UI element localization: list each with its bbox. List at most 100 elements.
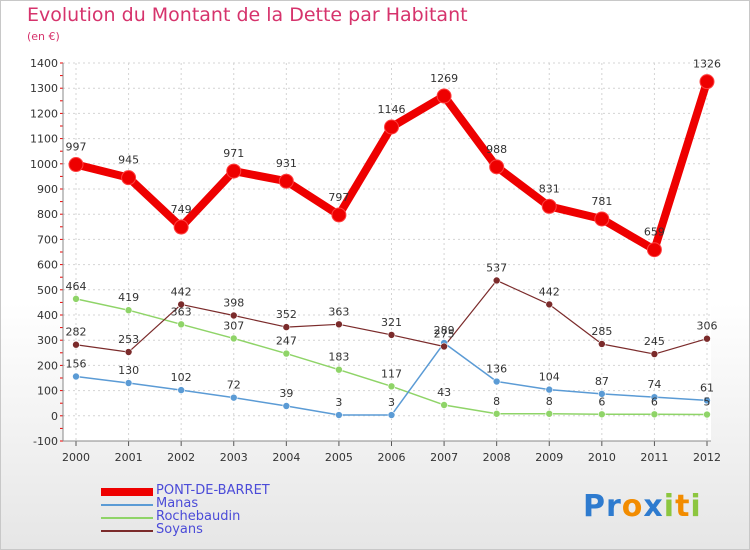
- data-point: [229, 393, 238, 402]
- chart-subtitle: (en €): [27, 30, 60, 43]
- data-point: [124, 348, 133, 356]
- data-label: 1326: [693, 58, 721, 71]
- logo-letter: i: [663, 489, 676, 524]
- logo-letter: P: [583, 489, 606, 524]
- data-point: [650, 410, 659, 419]
- data-point: [699, 74, 715, 90]
- data-label: 130: [118, 364, 139, 377]
- logo-letter: i: [690, 489, 702, 524]
- logo-letter: r: [606, 489, 622, 524]
- data-point: [492, 276, 501, 285]
- data-label: 321: [381, 316, 402, 329]
- x-tick-label: 2003: [220, 451, 248, 464]
- data-point: [282, 402, 291, 410]
- legend-item-soyans: Soyans: [101, 522, 361, 537]
- data-point: [387, 331, 396, 339]
- legend-swatch-pont-de-barret: [101, 488, 153, 496]
- data-point: [489, 159, 505, 175]
- data-label: 253: [118, 333, 139, 346]
- x-tick-label: 2012: [693, 451, 721, 464]
- data-label: 3: [335, 396, 342, 409]
- data-label: 363: [328, 305, 349, 318]
- y-tick-label: 1400: [30, 57, 58, 70]
- data-point: [598, 410, 606, 419]
- data-label: 781: [591, 195, 612, 208]
- data-point: [72, 340, 80, 349]
- y-tick-label: 0: [51, 410, 58, 423]
- data-label: 245: [644, 335, 665, 348]
- x-tick-label: 2004: [272, 451, 300, 464]
- data-point: [335, 365, 343, 374]
- data-label: 1146: [378, 103, 406, 116]
- legend-label: Manas: [156, 496, 199, 511]
- data-label: 102: [171, 371, 192, 384]
- y-tick-label: 1300: [30, 82, 58, 95]
- data-label: 306: [697, 320, 718, 333]
- data-point: [282, 349, 291, 358]
- data-label: 537: [486, 261, 507, 274]
- y-tick-label: 100: [37, 385, 58, 398]
- data-point: [440, 401, 448, 409]
- data-label: 797: [328, 191, 349, 204]
- data-label: 6: [598, 395, 605, 408]
- data-label: 87: [595, 375, 609, 388]
- data-point: [68, 157, 84, 173]
- data-label: 419: [118, 291, 139, 304]
- data-label: 8: [493, 395, 500, 408]
- data-point: [545, 300, 554, 309]
- data-point: [124, 379, 133, 387]
- y-tick-label: 1000: [30, 158, 58, 171]
- y-tick-label: 800: [37, 208, 58, 221]
- data-point: [598, 340, 606, 348]
- data-point: [703, 410, 711, 419]
- data-point: [384, 119, 399, 135]
- data-label: 1269: [430, 72, 458, 85]
- data-point: [650, 393, 659, 401]
- logo-letter: o: [621, 489, 644, 524]
- data-label: 282: [66, 326, 87, 339]
- x-tick-label: 2011: [640, 451, 668, 464]
- data-label: 6: [651, 395, 658, 408]
- data-label: 285: [591, 325, 612, 338]
- data-point: [72, 295, 80, 303]
- data-point: [177, 320, 185, 329]
- x-tick-label: 2005: [325, 451, 353, 464]
- legend-swatch-manas: [101, 504, 153, 506]
- data-label: 275: [434, 328, 455, 341]
- x-tick-label: 2010: [588, 451, 616, 464]
- x-tick-label: 2001: [115, 451, 143, 464]
- data-point: [387, 411, 396, 419]
- x-tick-label: 2002: [167, 451, 195, 464]
- data-point: [121, 170, 137, 186]
- data-point: [282, 323, 291, 331]
- data-label: 289: [434, 324, 455, 337]
- y-tick-label: 600: [37, 259, 58, 272]
- data-label: 442: [539, 285, 560, 298]
- data-point: [545, 385, 554, 394]
- data-point: [703, 334, 711, 343]
- y-tick-label: 300: [37, 334, 58, 347]
- y-tick-label: 1200: [30, 107, 58, 120]
- data-label: 183: [328, 351, 349, 364]
- legend-item-pont-de-barret: PONT-DE-BARRET: [101, 483, 361, 498]
- legend-item-manas: Manas: [101, 496, 361, 511]
- legend-label: Soyans: [156, 522, 203, 537]
- data-label: 72: [227, 379, 241, 392]
- data-label: 104: [539, 371, 560, 384]
- data-label: 247: [276, 335, 297, 348]
- x-tick-label: 2007: [430, 451, 458, 464]
- y-tick-label: 700: [37, 233, 58, 246]
- data-label: 464: [66, 280, 87, 293]
- data-point: [650, 350, 659, 358]
- chart-title: Evolution du Montant de la Dette par Hab…: [27, 4, 468, 26]
- data-label: 5: [704, 396, 711, 409]
- data-label: 156: [66, 357, 87, 370]
- data-point: [492, 377, 501, 386]
- data-label: 43: [437, 386, 451, 399]
- legend-label: Rochebaudin: [156, 509, 241, 524]
- data-point: [436, 88, 452, 104]
- data-label: 39: [279, 387, 293, 400]
- data-point: [492, 409, 501, 418]
- y-tick-label: 200: [37, 359, 58, 372]
